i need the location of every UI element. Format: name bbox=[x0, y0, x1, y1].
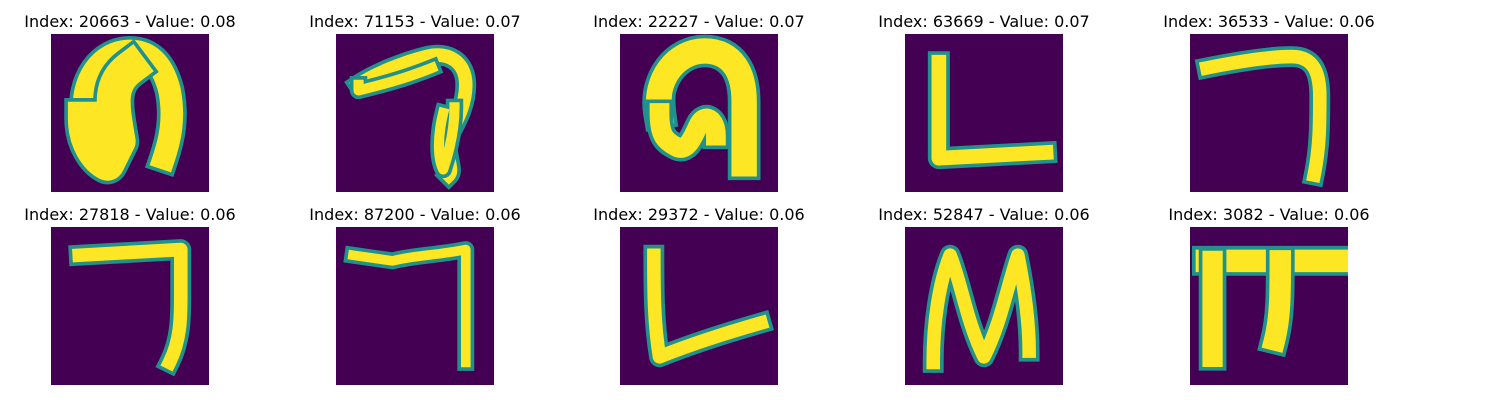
digit-image bbox=[1190, 34, 1348, 192]
panel-title: Index: 20663 - Value: 0.08 bbox=[24, 12, 236, 31]
digit-image bbox=[620, 227, 778, 385]
stroke-core bbox=[67, 44, 154, 181]
digit-image bbox=[620, 34, 778, 192]
digit-image bbox=[905, 227, 1063, 385]
panel-title: Index: 71153 - Value: 0.07 bbox=[309, 12, 521, 31]
stroke-core bbox=[645, 38, 757, 177]
digit-image bbox=[336, 34, 494, 192]
panel-title: Index: 29372 - Value: 0.06 bbox=[593, 205, 805, 224]
stroke-core bbox=[926, 248, 1036, 370]
stroke-core bbox=[1198, 49, 1327, 184]
image-panel: Index: 29372 - Value: 0.06 bbox=[569, 205, 829, 385]
panel-title: Index: 22227 - Value: 0.07 bbox=[593, 12, 805, 31]
stroke-core bbox=[353, 61, 439, 96]
stroke-core bbox=[72, 39, 184, 173]
image-panel: Index: 71153 - Value: 0.07 bbox=[285, 12, 545, 192]
image-panel: Index: 63669 - Value: 0.07 bbox=[854, 12, 1114, 192]
stroke-core bbox=[647, 248, 770, 364]
digit-image bbox=[51, 227, 209, 385]
image-panel: Index: 27818 - Value: 0.06 bbox=[0, 205, 260, 385]
image-panel: Index: 52847 - Value: 0.06 bbox=[854, 205, 1114, 385]
stroke-core bbox=[1261, 250, 1292, 353]
panel-title: Index: 27818 - Value: 0.06 bbox=[24, 205, 236, 224]
image-panel: Index: 20663 - Value: 0.08 bbox=[0, 12, 260, 192]
panel-title: Index: 3082 - Value: 0.06 bbox=[1168, 205, 1370, 224]
panel-title: Index: 87200 - Value: 0.06 bbox=[309, 205, 521, 224]
panel-title: Index: 36533 - Value: 0.06 bbox=[1163, 12, 1375, 31]
stroke-core bbox=[433, 102, 460, 175]
stroke-core bbox=[649, 103, 726, 158]
stroke-core bbox=[931, 54, 1054, 166]
image-panel: Index: 3082 - Value: 0.06 bbox=[1139, 205, 1399, 385]
digit-image bbox=[1190, 227, 1348, 385]
digit-image bbox=[905, 34, 1063, 192]
stroke-core bbox=[347, 244, 471, 368]
digit-image bbox=[51, 34, 209, 192]
panel-title: Index: 63669 - Value: 0.07 bbox=[878, 12, 1090, 31]
panel-title: Index: 52847 - Value: 0.06 bbox=[878, 205, 1090, 224]
stroke-core bbox=[72, 242, 188, 372]
digit-image bbox=[336, 227, 494, 385]
image-panel: Index: 36533 - Value: 0.06 bbox=[1139, 12, 1399, 192]
image-panel: Index: 22227 - Value: 0.07 bbox=[569, 12, 829, 192]
image-panel: Index: 87200 - Value: 0.06 bbox=[285, 205, 545, 385]
